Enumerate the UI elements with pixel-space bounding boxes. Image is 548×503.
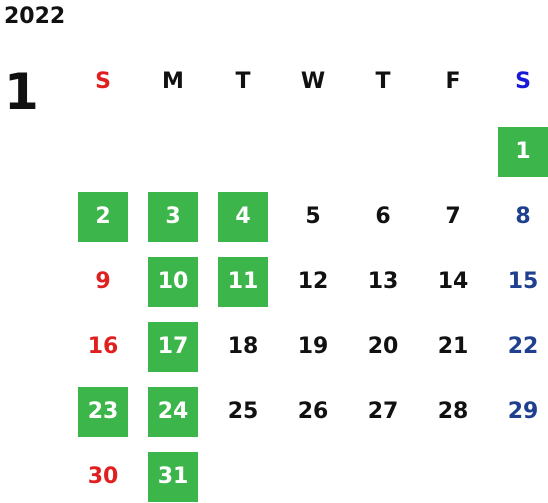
weekday-sun: S [95, 69, 111, 94]
calendar-day-1[interactable]: 1 [498, 127, 548, 177]
weekday-wed: W [300, 69, 326, 94]
calendar-day-4[interactable]: 4 [218, 192, 268, 242]
calendar-day-24[interactable]: 24 [148, 387, 198, 437]
calendar-day-28[interactable]: 28 [437, 399, 469, 424]
calendar-day-25[interactable]: 25 [227, 399, 259, 424]
calendar-day-19[interactable]: 19 [297, 334, 329, 359]
weekday-sat: S [515, 69, 531, 94]
calendar-day-29[interactable]: 29 [507, 399, 539, 424]
calendar-day-27[interactable]: 27 [367, 399, 399, 424]
calendar-day-3[interactable]: 3 [148, 192, 198, 242]
calendar-day-15[interactable]: 15 [507, 269, 539, 294]
calendar-day-2[interactable]: 2 [78, 192, 128, 242]
calendar-day-21[interactable]: 21 [437, 334, 469, 359]
calendar-day-16[interactable]: 16 [87, 334, 119, 359]
calendar-day-30[interactable]: 30 [87, 464, 119, 489]
calendar-day-11[interactable]: 11 [218, 257, 268, 307]
calendar-day-8[interactable]: 8 [515, 204, 531, 229]
weekday-thu: T [375, 69, 391, 94]
weekday-mon: M [162, 69, 184, 94]
calendar-day-20[interactable]: 20 [367, 334, 399, 359]
calendar-day-26[interactable]: 26 [297, 399, 329, 424]
calendar-day-10[interactable]: 10 [148, 257, 198, 307]
calendar-day-14[interactable]: 14 [437, 269, 469, 294]
calendar-day-5[interactable]: 5 [305, 204, 321, 229]
weekday-tue: T [235, 69, 251, 94]
calendar-day-23[interactable]: 23 [78, 387, 128, 437]
calendar-day-9[interactable]: 9 [95, 269, 111, 294]
calendar-day-7[interactable]: 7 [445, 204, 461, 229]
calendar-day-18[interactable]: 18 [227, 334, 259, 359]
weekday-fri: F [445, 69, 461, 94]
month-label: 1 [4, 63, 39, 121]
calendar-day-6[interactable]: 6 [375, 204, 391, 229]
year-label: 2022 [4, 4, 66, 29]
calendar-day-31[interactable]: 31 [148, 452, 198, 502]
calendar-day-17[interactable]: 17 [148, 322, 198, 372]
calendar-day-13[interactable]: 13 [367, 269, 399, 294]
calendar-day-12[interactable]: 12 [297, 269, 329, 294]
calendar-day-22[interactable]: 22 [507, 334, 539, 359]
